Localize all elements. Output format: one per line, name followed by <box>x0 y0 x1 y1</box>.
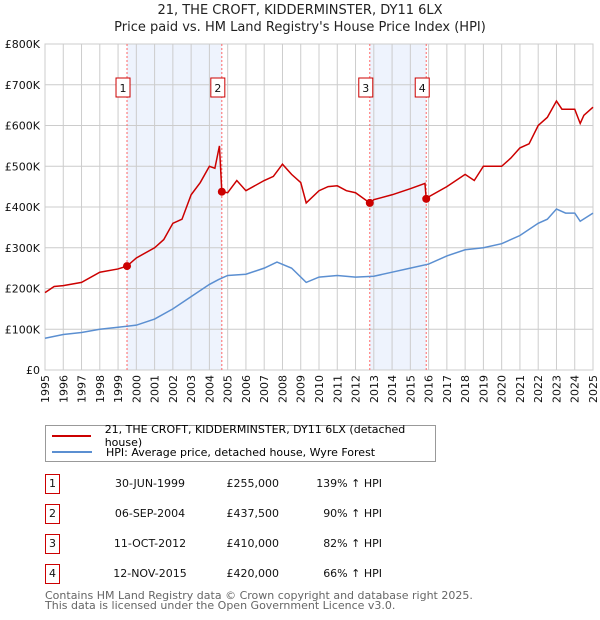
legend-label-property: 21, THE CROFT, KIDDERMINSTER, DY11 6LX (… <box>104 423 406 449</box>
x-tick-label: 2011 <box>331 375 344 403</box>
transaction-point <box>123 262 132 271</box>
x-tick-label: 2006 <box>240 375 253 403</box>
transaction-price: £410,000 <box>226 537 280 550</box>
transaction-label: 3 <box>362 82 369 95</box>
x-tick-label: 2022 <box>532 375 545 403</box>
transaction-label-box <box>358 77 374 98</box>
transaction-date: 11-OCT-2012 <box>113 537 187 550</box>
transaction-hpi-change: 66% ↑ HPI <box>323 567 382 580</box>
x-tick-label: 2009 <box>295 375 308 403</box>
transaction-date: 30-JUN-1999 <box>114 477 186 490</box>
x-tick-label: 1999 <box>112 375 125 403</box>
transaction-label: 2 <box>214 82 221 95</box>
transaction-price: £420,000 <box>226 567 280 580</box>
y-tick-label: £400K <box>5 201 41 214</box>
transaction-hpi-change: 82% ↑ HPI <box>323 537 382 550</box>
x-tick-label: 2014 <box>386 375 399 403</box>
transaction-point <box>422 194 431 203</box>
x-tick-label: 2005 <box>222 375 235 403</box>
x-tick-label: 2021 <box>514 375 527 403</box>
y-tick-label: £200K <box>5 283 41 296</box>
plot-border <box>44 43 594 371</box>
transaction-date: 06-SEP-2004 <box>114 507 186 520</box>
x-tick-label: 2007 <box>258 375 271 403</box>
transaction-label-box <box>414 77 430 98</box>
x-tick-label: 2010 <box>313 375 326 403</box>
footer-line-2: This data is licensed under the Open Gov… <box>45 599 396 612</box>
transaction-number-badge: 2 <box>45 504 60 524</box>
chart-subtitle: Price paid vs. HM Land Registry's House … <box>114 20 486 35</box>
legend-item-hpi: HPI: Average price, detached house, Wyre… <box>46 444 375 460</box>
y-tick-label: £100K <box>5 323 41 336</box>
transaction-number-badge: 4 <box>45 564 60 584</box>
legend-swatch-property <box>52 435 91 437</box>
x-tick-label: 1995 <box>39 375 52 403</box>
x-tick-label: 2002 <box>167 375 180 403</box>
hpi-line <box>44 208 594 339</box>
y-tick-label: £800K <box>5 38 41 51</box>
legend-swatch-hpi <box>52 451 92 453</box>
y-tick-label: £700K <box>5 79 41 92</box>
transaction-price: £437,500 <box>226 507 280 520</box>
x-tick-label: 2015 <box>404 375 417 403</box>
legend-item-property: 21, THE CROFT, KIDDERMINSTER, DY11 6LX (… <box>46 423 435 449</box>
x-tick-label: 1998 <box>94 375 107 403</box>
transaction-number-badge: 3 <box>45 534 60 554</box>
x-tick-label: 2016 <box>423 375 436 403</box>
x-tick-label: 2024 <box>569 375 582 403</box>
transaction-label: 4 <box>419 82 426 95</box>
transaction-number-badge: 1 <box>45 474 60 494</box>
legend-label-hpi: HPI: Average price, detached house, Wyre… <box>106 445 376 459</box>
transaction-label-box <box>210 77 226 98</box>
x-tick-label: 2013 <box>368 375 381 403</box>
x-tick-label: 2000 <box>130 375 143 403</box>
x-tick-label: 2018 <box>459 375 472 403</box>
y-tick-label: £600K <box>5 120 41 133</box>
transaction-label-box <box>115 77 131 98</box>
transaction-date: 12-NOV-2015 <box>113 567 187 580</box>
x-tick-label: 2012 <box>350 375 363 403</box>
transaction-hpi-change: 139% ↑ HPI <box>316 477 382 490</box>
x-tick-label: 1996 <box>57 375 70 403</box>
legend: 21, THE CROFT, KIDDERMINSTER, DY11 6LX (… <box>45 423 436 462</box>
y-tick-label: £300K <box>5 242 41 255</box>
transaction-point <box>217 187 226 196</box>
x-tick-label: 2023 <box>550 375 563 403</box>
transaction-hpi-change: 90% ↑ HPI <box>323 507 382 520</box>
y-tick-label: £0 <box>26 364 40 377</box>
x-tick-label: 2003 <box>185 375 198 403</box>
transaction-point <box>365 198 374 207</box>
transaction-label: 1 <box>120 82 127 95</box>
chart-title: 21, THE CROFT, KIDDERMINSTER, DY11 6LX <box>157 3 443 18</box>
x-tick-label: 2008 <box>276 375 289 403</box>
x-tick-label: 2020 <box>496 375 509 403</box>
x-tick-label: 2017 <box>441 375 454 403</box>
x-tick-label: 1997 <box>76 375 89 403</box>
price-paid-line <box>44 99 594 294</box>
x-tick-label: 2001 <box>149 375 162 403</box>
y-tick-label: £500K <box>5 160 41 173</box>
plot-area: 1995 1996 1997 1998 1999 2000 2001 2002 2003 2004… <box>5 38 600 403</box>
x-tick-label: 2004 <box>203 375 216 403</box>
x-tick-label: 2019 <box>477 375 490 403</box>
x-tick-label: 2025 <box>587 375 600 403</box>
transaction-price: £255,000 <box>226 477 280 490</box>
footer-line-1: Contains HM Land Registry data © Crown c… <box>45 589 473 602</box>
